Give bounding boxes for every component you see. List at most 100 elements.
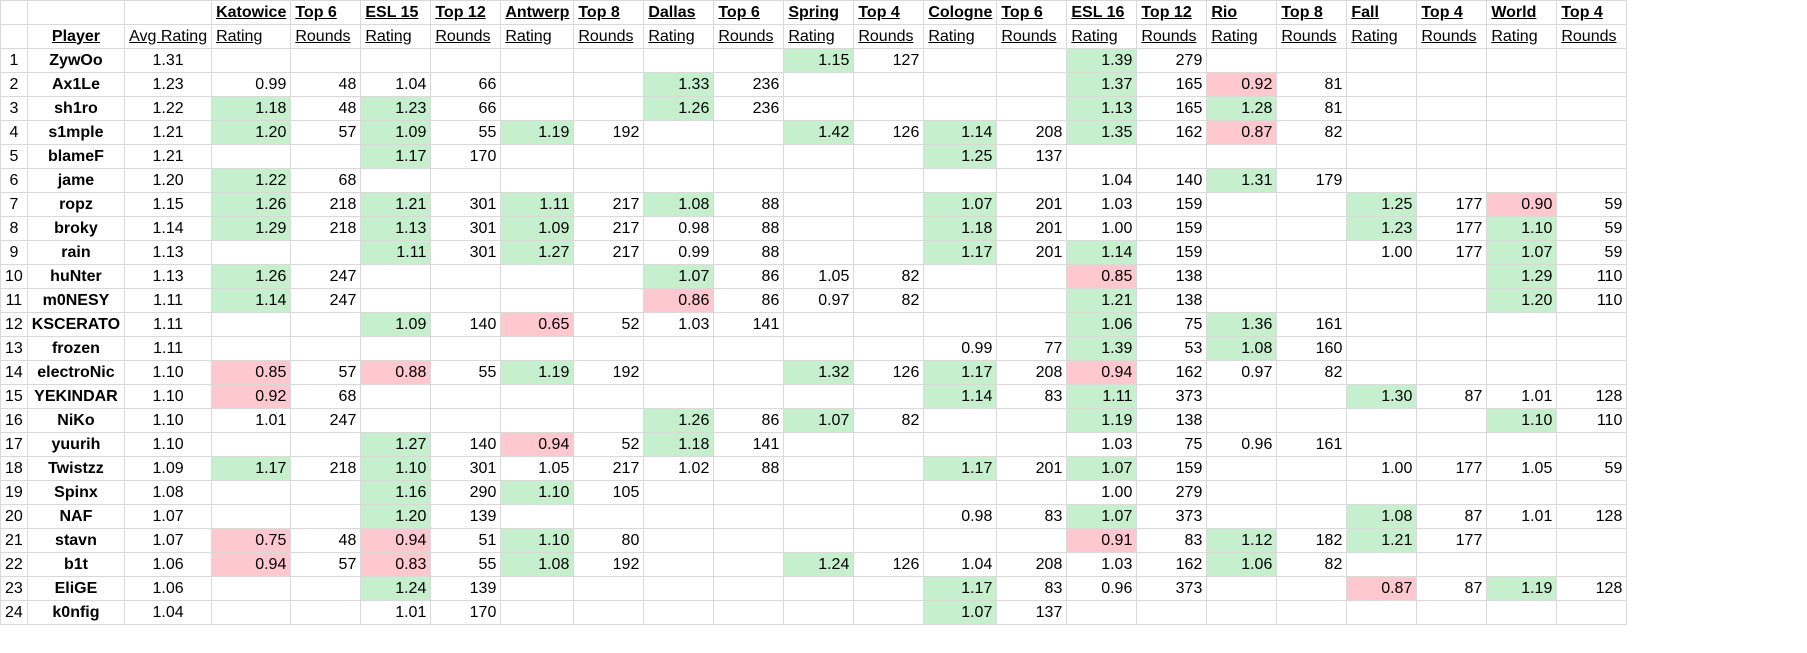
rating-cell[interactable]: 1.05 (500, 456, 575, 481)
rounds-cell[interactable] (996, 408, 1068, 433)
rating-cell[interactable]: 1.21 (1066, 288, 1138, 313)
rating-cell[interactable] (643, 384, 715, 409)
avg-rating[interactable]: 1.10 (124, 408, 213, 433)
rounds-cell[interactable]: 236 (713, 96, 785, 121)
rating-cell[interactable]: 1.39 (1066, 336, 1138, 361)
rating-cell[interactable] (783, 576, 855, 601)
event-header-cell[interactable]: Fall (1346, 0, 1418, 25)
rounds-cell[interactable]: 52 (573, 312, 645, 337)
rating-cell[interactable] (923, 96, 998, 121)
rounds-cell[interactable] (1276, 144, 1348, 169)
rounds-cell[interactable] (290, 576, 362, 601)
rounds-cell[interactable] (573, 72, 645, 97)
rounds-cell[interactable] (996, 288, 1068, 313)
event-header-cell[interactable]: Katowice (211, 0, 292, 25)
rating-cell[interactable] (500, 504, 575, 529)
rating-cell[interactable]: 1.07 (923, 192, 998, 217)
rating-cell[interactable] (783, 192, 855, 217)
rounds-cell[interactable]: 138 (1136, 264, 1208, 289)
row-number[interactable]: 15 (0, 384, 28, 409)
rounds-cell[interactable]: 159 (1136, 216, 1208, 241)
player-name[interactable]: NAF (26, 504, 126, 529)
rating-cell[interactable] (1346, 168, 1418, 193)
rating-cell[interactable]: 1.19 (500, 120, 575, 145)
rounds-cell[interactable]: 138 (1136, 288, 1208, 313)
rating-cell[interactable]: 0.92 (211, 384, 292, 409)
rounds-cell[interactable]: 57 (290, 552, 362, 577)
rating-cell[interactable] (1346, 336, 1418, 361)
rating-cell[interactable]: 0.91 (1066, 528, 1138, 553)
rounds-cell[interactable] (1416, 72, 1488, 97)
rating-cell[interactable] (783, 480, 855, 505)
player-name[interactable]: YEKINDAR (26, 384, 126, 409)
rating-cell[interactable] (643, 504, 715, 529)
rating-cell[interactable]: 0.85 (211, 360, 292, 385)
rounds-cell[interactable]: 87 (1416, 384, 1488, 409)
rating-cell[interactable] (1346, 600, 1418, 625)
player-name[interactable]: electroNic (26, 360, 126, 385)
column-header-cell[interactable]: Rounds (1276, 24, 1348, 49)
rating-cell[interactable] (500, 576, 575, 601)
rounds-cell[interactable]: 208 (996, 360, 1068, 385)
rating-cell[interactable] (783, 528, 855, 553)
rounds-cell[interactable] (1556, 480, 1628, 505)
rating-cell[interactable]: 1.10 (500, 528, 575, 553)
rating-cell[interactable] (643, 48, 715, 73)
rating-cell[interactable]: 1.19 (1486, 576, 1558, 601)
rating-cell[interactable] (1346, 144, 1418, 169)
rounds-cell[interactable] (573, 96, 645, 121)
rating-cell[interactable] (783, 96, 855, 121)
rating-cell[interactable]: 0.96 (1206, 432, 1278, 457)
rating-cell[interactable] (1346, 480, 1418, 505)
rounds-cell[interactable] (853, 312, 925, 337)
rating-cell[interactable]: 0.92 (1206, 72, 1278, 97)
rating-cell[interactable]: 1.22 (211, 168, 292, 193)
player-name[interactable]: stavn (26, 528, 126, 553)
rounds-cell[interactable]: 82 (1276, 120, 1348, 145)
column-header-cell[interactable]: Rating (783, 24, 855, 49)
rounds-cell[interactable] (1276, 456, 1348, 481)
rating-cell[interactable]: 1.00 (1066, 216, 1138, 241)
rounds-cell[interactable] (430, 408, 502, 433)
column-header-cell[interactable]: Rounds (290, 24, 362, 49)
rating-cell[interactable]: 1.07 (1066, 504, 1138, 529)
rating-cell[interactable] (1346, 408, 1418, 433)
rating-cell[interactable]: 1.08 (643, 192, 715, 217)
rating-cell[interactable]: 1.42 (783, 120, 855, 145)
player-name[interactable]: s1mple (26, 120, 126, 145)
rounds-cell[interactable]: 59 (1556, 216, 1628, 241)
rounds-cell[interactable]: 66 (430, 96, 502, 121)
row-number[interactable]: 7 (0, 192, 28, 217)
player-name[interactable]: blameF (26, 144, 126, 169)
column-header-cell[interactable]: Rounds (1556, 24, 1628, 49)
rounds-cell[interactable] (290, 432, 362, 457)
rating-cell[interactable]: 1.03 (1066, 432, 1138, 457)
player-name[interactable]: NiKo (26, 408, 126, 433)
rounds-cell[interactable] (713, 120, 785, 145)
rating-cell[interactable]: 1.11 (1066, 384, 1138, 409)
column-header-cell[interactable]: Rounds (1416, 24, 1488, 49)
rounds-cell[interactable] (1276, 240, 1348, 265)
rounds-cell[interactable] (573, 408, 645, 433)
rounds-cell[interactable]: 192 (573, 360, 645, 385)
rating-cell[interactable]: 1.11 (360, 240, 432, 265)
rating-cell[interactable]: 1.10 (1486, 408, 1558, 433)
rating-cell[interactable] (1346, 288, 1418, 313)
column-header-cell[interactable]: Player (26, 24, 126, 49)
rounds-cell[interactable] (1556, 528, 1628, 553)
rating-cell[interactable] (923, 288, 998, 313)
rating-cell[interactable] (923, 408, 998, 433)
rounds-cell[interactable]: 82 (853, 408, 925, 433)
rounds-cell[interactable]: 201 (996, 240, 1068, 265)
rating-cell[interactable]: 1.17 (923, 240, 998, 265)
rating-cell[interactable] (1346, 264, 1418, 289)
event-header-cell[interactable]: Top 12 (1136, 0, 1208, 25)
rating-cell[interactable] (1066, 144, 1138, 169)
rounds-cell[interactable] (1416, 96, 1488, 121)
column-header-cell[interactable]: Rounds (430, 24, 502, 49)
rounds-cell[interactable] (430, 384, 502, 409)
rating-cell[interactable]: 1.07 (1066, 456, 1138, 481)
rating-cell[interactable] (1486, 144, 1558, 169)
rounds-cell[interactable]: 218 (290, 192, 362, 217)
rounds-cell[interactable] (430, 288, 502, 313)
